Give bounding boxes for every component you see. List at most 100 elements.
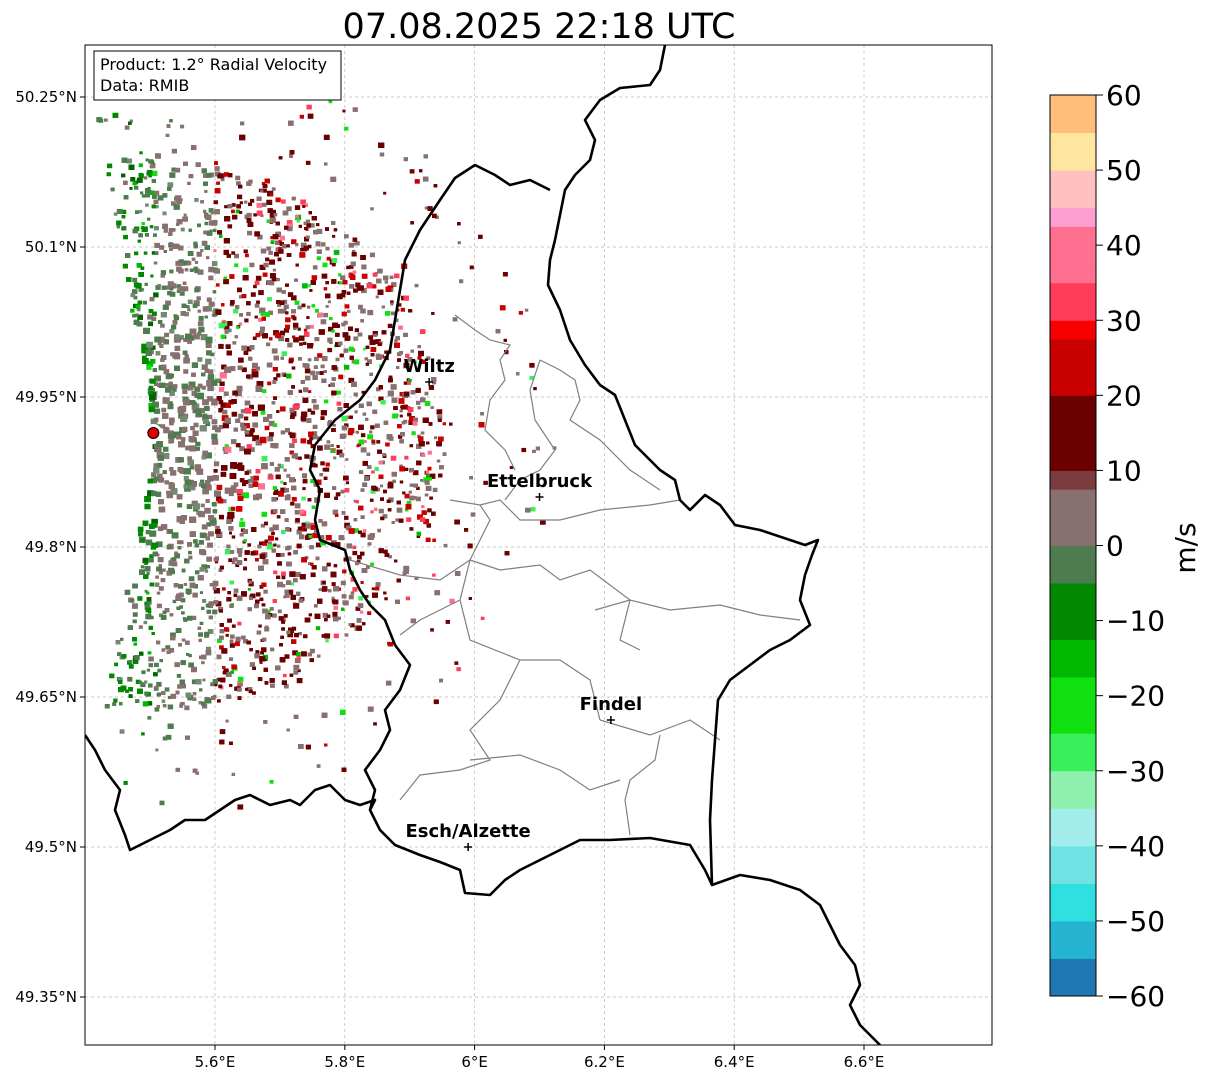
radar-gate	[187, 339, 192, 344]
radar-gate	[170, 352, 175, 357]
radar-gate	[171, 532, 179, 539]
radar-gate	[199, 567, 205, 572]
radar-gate	[135, 210, 140, 214]
radar-gate	[244, 550, 250, 555]
radar-gate	[371, 470, 375, 474]
radar-gate	[399, 464, 403, 468]
radar-gate	[278, 240, 282, 243]
radar-gate	[165, 133, 170, 137]
radar-gate	[344, 234, 349, 239]
radar-gate	[161, 355, 167, 360]
radar-gate	[353, 392, 358, 397]
radar-gate	[169, 417, 175, 423]
radar-gate	[225, 344, 231, 349]
radar-gate	[183, 484, 189, 489]
radar-gate	[296, 591, 301, 596]
radar-gate	[130, 308, 135, 313]
radar-gate	[268, 420, 275, 427]
radar-gate	[173, 336, 181, 343]
radar-gate	[132, 637, 137, 642]
radar-gate	[311, 399, 317, 404]
radar-gate	[149, 558, 154, 563]
radar-gate	[163, 426, 169, 432]
radar-gate	[188, 550, 192, 555]
radar-gate	[229, 741, 233, 745]
radar-gate	[140, 682, 146, 688]
radar-gate	[107, 163, 113, 169]
radar-gate	[184, 354, 189, 359]
radar-gate	[162, 704, 167, 708]
radar-gate	[409, 483, 414, 487]
radar-gate	[341, 433, 347, 438]
radar-gate	[378, 354, 384, 359]
radar-gate	[236, 506, 243, 512]
radar-gate	[212, 310, 217, 315]
radar-gate	[126, 277, 132, 282]
radar-gate	[271, 548, 276, 553]
radar-gate	[355, 500, 359, 504]
radar-gate	[369, 430, 373, 434]
radar-gate	[229, 657, 233, 661]
radar-gate	[225, 633, 229, 637]
radar-gate	[173, 583, 179, 588]
radar-gate	[191, 257, 196, 261]
radar-gate	[295, 518, 300, 522]
radar-gate	[116, 220, 122, 226]
radar-gate	[169, 569, 175, 575]
radar-gate	[279, 643, 283, 647]
radar-gate	[178, 335, 184, 340]
radar-gate	[267, 544, 273, 550]
radar-gate	[414, 179, 420, 184]
radar-gate	[247, 588, 251, 591]
radar-gate	[290, 414, 295, 419]
radar-gate	[217, 638, 222, 643]
radar-gate	[148, 656, 154, 662]
radar-gate	[219, 623, 224, 627]
radar-gate	[271, 401, 276, 405]
radar-gate	[255, 558, 259, 562]
radar-gate	[495, 329, 501, 334]
radar-gate	[342, 569, 347, 574]
radar-gate	[390, 302, 394, 306]
radar-gate	[524, 308, 529, 312]
radar-gate	[180, 311, 186, 316]
radar-gate	[183, 213, 187, 217]
radar-gate	[252, 411, 258, 417]
radar-gate	[302, 397, 309, 403]
radar-gate	[316, 256, 321, 261]
radar-gate	[278, 249, 284, 254]
radar-gate	[304, 203, 308, 207]
radar-gate	[225, 671, 232, 677]
radar-gate	[333, 564, 338, 568]
radar-gate	[243, 558, 248, 561]
radar-gate	[344, 335, 351, 341]
radar-gate	[263, 667, 268, 672]
radar-gate	[409, 527, 414, 531]
radar-gate	[384, 350, 388, 354]
radar-gate	[284, 518, 289, 522]
radar-gate	[360, 308, 366, 314]
radar-gate	[245, 687, 249, 691]
radar-gate	[169, 421, 174, 426]
radar-gate	[232, 557, 238, 562]
radar-gate	[199, 655, 203, 660]
radar-gate	[298, 389, 303, 393]
radar-gate	[177, 407, 185, 413]
radar-gate	[280, 635, 284, 639]
radar-gate	[139, 151, 143, 155]
radar-gate	[151, 518, 158, 525]
radar-gate	[454, 571, 461, 576]
radar-gate	[246, 444, 252, 449]
radar-gate	[147, 490, 154, 497]
radar-gate	[197, 331, 202, 336]
radar-gate	[403, 362, 410, 369]
radar-gate	[297, 357, 302, 361]
radar-gate	[436, 441, 442, 447]
radar-gate	[326, 440, 331, 444]
radar-gate	[439, 678, 443, 683]
radar-gate	[391, 471, 397, 477]
radar-gate	[352, 587, 358, 592]
radar-gate	[344, 304, 350, 309]
radar-gate	[179, 704, 183, 708]
